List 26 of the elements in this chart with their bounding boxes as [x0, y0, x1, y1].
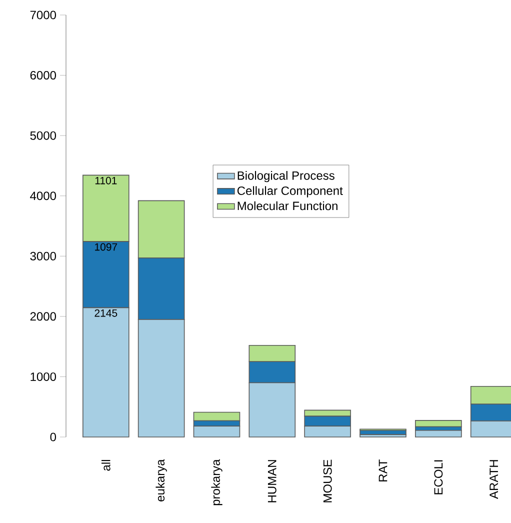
y-tick-label: 7000 — [30, 10, 56, 20]
y-tick-label: 4000 — [30, 192, 56, 200]
legend-label: Molecular Function — [238, 201, 338, 210]
y-tick-label: 2000 — [30, 312, 56, 321]
x-tick-label: RAT — [378, 459, 388, 482]
bar — [415, 420, 462, 428]
y-tick-label: 0 — [50, 432, 56, 442]
data-label: 2145 — [94, 309, 118, 317]
x-tick-label: MOUSE — [323, 460, 332, 502]
y-tick-label: 1000 — [30, 372, 56, 381]
bar — [193, 412, 240, 422]
y-tick-label: 5000 — [30, 131, 56, 140]
x-tick-label: HUMAN — [268, 460, 276, 502]
data-label: 1101 — [95, 176, 117, 184]
legend-label: Cellular Component — [237, 186, 343, 198]
legend-label: Biological Process — [238, 170, 334, 182]
x-tick-label: ECOLI — [434, 460, 443, 494]
bar — [360, 434, 406, 438]
bar — [415, 430, 462, 438]
y-tick-label: 6000 — [30, 71, 56, 80]
x-tick-label: ARATH — [490, 460, 498, 499]
x-tick-label: all — [101, 460, 110, 471]
data-label: 1097 — [95, 243, 118, 251]
x-tick-label: eukarya — [156, 459, 167, 502]
x-tick-label: prokarya — [211, 459, 222, 506]
y-tick-label: 3000 — [30, 252, 56, 260]
